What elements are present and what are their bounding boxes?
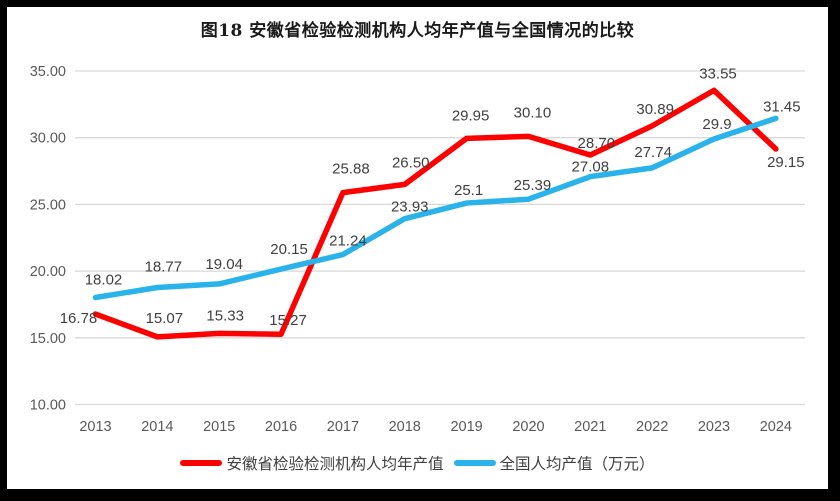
legend-label-national: 全国人均产值（万元）: [499, 456, 655, 473]
data-point-label: 29.95: [452, 107, 490, 124]
series-line-national: [92, 115, 779, 301]
legend-swatch-blue-line: [453, 460, 496, 466]
x-axis-tick-label: 2018: [389, 419, 421, 435]
data-point-label: 18.02: [85, 272, 123, 289]
y-axis-tick-label: 35.00: [30, 64, 66, 80]
data-point-label: 21.24: [329, 233, 367, 250]
data-point-label: 26.50: [392, 154, 430, 171]
data-point-label: 27.74: [634, 144, 672, 161]
data-point-label: 25.88: [332, 161, 370, 178]
data-point-label: 15.27: [269, 312, 307, 329]
x-axis-tick-label: 2021: [574, 419, 606, 435]
series-line-anhui: [92, 87, 779, 340]
y-axis-tick-label: 15.00: [30, 331, 66, 347]
y-axis-tick-label: 25.00: [30, 197, 66, 213]
data-point-label: 15.07: [146, 310, 184, 327]
data-point-label: 29.9: [702, 116, 731, 133]
data-point-label: 30.10: [514, 104, 552, 121]
x-axis-tick-label: 2017: [327, 419, 359, 435]
legend-label-anhui: 安徽省检验检测机构人均年产值: [226, 456, 444, 473]
data-point-label: 25.1: [454, 182, 483, 199]
data-point-label: 23.93: [391, 199, 429, 216]
data-point-label: 25.39: [514, 177, 552, 194]
x-axis-tick-label: 2023: [698, 419, 730, 435]
legend-swatch-red-line: [180, 460, 223, 466]
legend-item-national: 全国人均产值（万元）: [453, 452, 655, 474]
data-point-label: 31.45: [763, 98, 801, 115]
legend-item-anhui: 安徽省检验检测机构人均年产值: [180, 452, 444, 474]
x-axis-tick-label: 2015: [203, 419, 235, 435]
y-axis-tick-label: 10.00: [30, 398, 66, 414]
x-axis-tick-label: 2016: [265, 419, 297, 435]
y-axis-tick-label: 20.00: [30, 264, 66, 280]
x-axis-tick-label: 2024: [760, 419, 792, 435]
chart-title: 图18 安徽省检验检测机构人均年产值与全国情况的比较: [200, 21, 635, 41]
data-point-label: 28.70: [578, 135, 616, 152]
x-axis-tick-label: 2019: [450, 419, 482, 435]
data-point-label: 19.04: [205, 256, 243, 273]
y-axis-tick-label: 30.00: [30, 131, 66, 147]
data-point-label: 20.15: [270, 241, 308, 258]
data-point-label: 16.78: [60, 310, 98, 327]
data-point-label: 15.33: [206, 307, 244, 324]
data-point-label: 27.08: [572, 159, 610, 176]
x-axis-tick-label: 2020: [512, 419, 544, 435]
x-axis-tick-label: 2022: [636, 419, 668, 435]
data-point-label: 29.15: [767, 154, 805, 171]
data-point-label: 33.55: [699, 65, 737, 82]
data-point-label: 30.89: [636, 101, 674, 118]
x-axis-tick-label: 2013: [79, 419, 111, 435]
data-point-label: 18.77: [145, 259, 183, 276]
chart-legend: 安徽省检验检测机构人均年产值 全国人均产值（万元）: [7, 452, 828, 474]
x-axis-tick-label: 2014: [141, 419, 173, 435]
